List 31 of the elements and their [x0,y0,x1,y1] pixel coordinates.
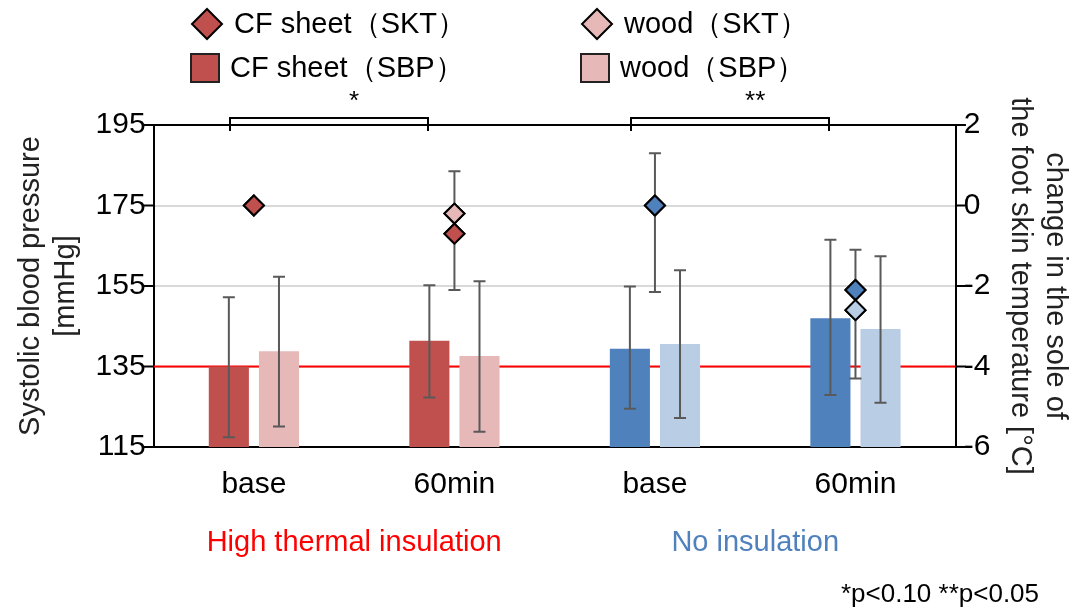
x-tick-label: base [221,466,287,500]
y2-tick-label: 2 [963,106,981,140]
x-tick-label: 60min [814,466,897,500]
legend-label: wood（SKT） [624,6,808,41]
text: * [349,85,360,116]
text: ** [745,85,766,116]
point [643,194,666,217]
y2-axis-title: change in the sole of the foot skin temperature [°C] [1005,97,1073,475]
legend-label: wood（SBP） [620,51,806,83]
y-tick-label: 155 [95,267,146,301]
y2-tick-label: -6 [963,428,991,462]
text: *p<0.10 **p<0.05 [840,578,1040,609]
y2-tick-label: -2 [963,267,991,301]
y-tick-label: 115 [97,428,146,462]
point [242,194,265,217]
x-tick-label: base [622,466,688,500]
y2-tick-label: -4 [963,347,991,381]
y2-tick-label: 0 [963,186,981,220]
legend-label: CF sheet（SBP） [230,51,464,83]
point [443,202,466,225]
y-axis-title: Systolic blood pressure [mmHg] [13,136,81,436]
legend-label: CF sheet（SKT） [234,6,467,41]
y-tick-label: 195 [95,106,146,140]
y-tick-label: 175 [95,186,146,220]
x-tick-label: 60min [413,466,496,500]
text: High thermal insulation [206,525,502,558]
text: No insulation [671,525,840,558]
point [844,279,867,302]
point [443,222,466,245]
point [844,299,867,322]
y-tick-label: 135 [95,347,146,381]
